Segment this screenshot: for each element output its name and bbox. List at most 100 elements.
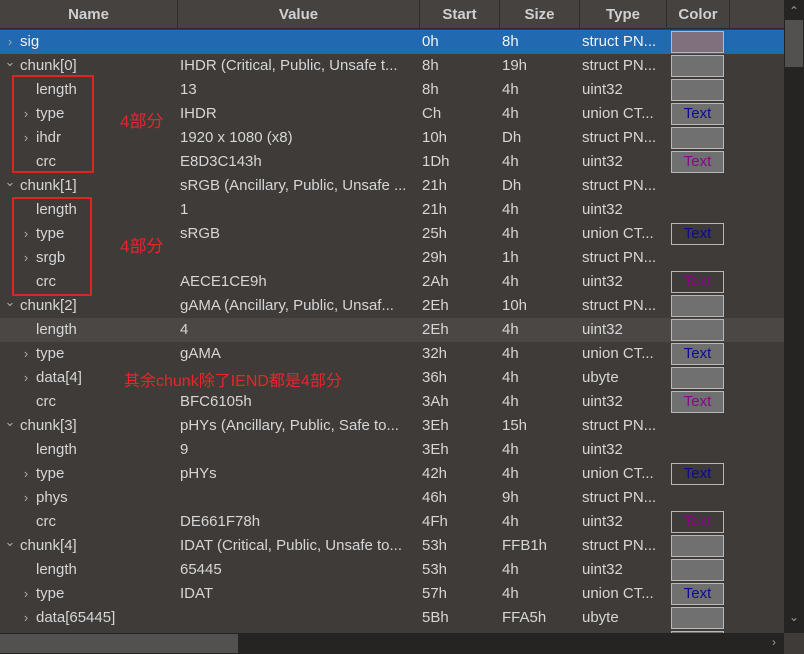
header-start[interactable]: Start: [420, 0, 500, 29]
color-swatch[interactable]: Text: [671, 151, 724, 173]
tree-row[interactable]: › phys 46h 9h struct PN...: [0, 486, 784, 510]
value-cell[interactable]: IDAT (Critical, Public, Unsafe to...: [180, 537, 403, 554]
color-cell[interactable]: [667, 558, 730, 582]
expand-chevron-icon[interactable]: ›: [23, 610, 29, 625]
expand-chevron-icon[interactable]: ›: [23, 370, 29, 385]
color-cell[interactable]: [667, 630, 730, 633]
color-swatch[interactable]: Text: [671, 463, 724, 485]
color-swatch[interactable]: [671, 631, 724, 633]
tree-row[interactable]: length 4 2Eh 4h uint32: [0, 318, 784, 342]
value-cell[interactable]: E8D3C143h: [180, 153, 262, 170]
header-type[interactable]: Type: [580, 0, 667, 29]
value-cell[interactable]: 9: [180, 441, 189, 458]
color-cell[interactable]: Text: [667, 102, 730, 126]
expand-chevron-icon[interactable]: ›: [23, 346, 29, 361]
color-cell[interactable]: [667, 126, 730, 150]
scroll-up-icon[interactable]: ⌃: [788, 4, 800, 18]
header-size[interactable]: Size: [500, 0, 580, 29]
color-cell[interactable]: [667, 198, 730, 222]
value-cell[interactable]: gAMA: [180, 345, 221, 362]
value-cell[interactable]: 65445: [180, 561, 222, 578]
color-swatch[interactable]: [671, 127, 724, 149]
expand-chevron-icon[interactable]: ›: [23, 226, 29, 241]
collapse-chevron-icon[interactable]: ⌄: [4, 534, 16, 549]
value-cell[interactable]: IHDR: [180, 105, 217, 122]
expand-chevron-icon[interactable]: ›: [23, 106, 29, 121]
tree-row[interactable]: crc E8D3C143h 1Dh 4h uint32 Text: [0, 150, 784, 174]
color-cell[interactable]: [667, 294, 730, 318]
tree-row[interactable]: › ihdr 1920 x 1080 (x8) 10h Dh struct PN...: [0, 126, 784, 150]
tree-row[interactable]: › type sRGB 25h 4h union CT... Text: [0, 222, 784, 246]
tree-row[interactable]: crc AECE1CE9h 2Ah 4h uint32 Text: [0, 270, 784, 294]
color-swatch[interactable]: [671, 535, 724, 557]
color-swatch[interactable]: [671, 55, 724, 77]
color-cell[interactable]: [667, 54, 730, 78]
color-cell[interactable]: [667, 366, 730, 390]
horizontal-scroll-thumb[interactable]: [0, 634, 238, 653]
color-cell[interactable]: Text: [667, 270, 730, 294]
color-cell[interactable]: Text: [667, 582, 730, 606]
tree-row[interactable]: › type gAMA 32h 4h union CT... Text: [0, 342, 784, 366]
expand-chevron-icon[interactable]: ›: [23, 250, 29, 265]
color-swatch[interactable]: [671, 367, 724, 389]
value-cell[interactable]: IHDR (Critical, Public, Unsafe t...: [180, 57, 398, 74]
color-cell[interactable]: [667, 30, 730, 54]
value-cell[interactable]: gAMA (Ancillary, Public, Unsaf...: [180, 297, 394, 314]
color-cell[interactable]: [667, 486, 730, 510]
color-cell[interactable]: Text: [667, 510, 730, 534]
collapse-chevron-icon[interactable]: ⌄: [4, 174, 16, 189]
color-swatch[interactable]: [671, 319, 724, 341]
color-swatch[interactable]: Text: [671, 511, 724, 533]
tree-row[interactable]: › type IHDR Ch 4h union CT... Text: [0, 102, 784, 126]
tree-row[interactable]: ⌄ chunk[1] sRGB (Ancillary, Public, Unsafe…: [0, 174, 784, 198]
tree-row[interactable]: › srgb 29h 1h struct PN...: [0, 246, 784, 270]
value-cell[interactable]: pHYs: [180, 465, 217, 482]
color-swatch[interactable]: [671, 79, 724, 101]
value-cell[interactable]: [178, 246, 420, 270]
tree-row[interactable]: length 1 21h 4h uint32: [0, 198, 784, 222]
color-cell[interactable]: [667, 318, 730, 342]
color-cell[interactable]: [667, 606, 730, 630]
value-cell[interactable]: [178, 30, 420, 54]
tree-row[interactable]: › type IDAT 57h 4h union CT... Text: [0, 582, 784, 606]
color-swatch[interactable]: [671, 295, 724, 317]
color-swatch[interactable]: [671, 559, 724, 581]
vertical-scroll-thumb[interactable]: [785, 20, 803, 67]
color-cell[interactable]: Text: [667, 342, 730, 366]
tree-row[interactable]: › data[4] 36h 4h ubyte: [0, 366, 784, 390]
expand-chevron-icon[interactable]: ›: [7, 34, 13, 49]
color-cell[interactable]: [667, 78, 730, 102]
color-swatch[interactable]: [671, 607, 724, 629]
tree-row[interactable]: length 9 3Eh 4h uint32: [0, 438, 784, 462]
tree-row[interactable]: › type pHYs 42h 4h union CT... Text: [0, 462, 784, 486]
value-cell[interactable]: IDAT: [180, 585, 214, 602]
tree-row[interactable]: › data[65445] 5Bh FFA5h ubyte: [0, 606, 784, 630]
tree-row[interactable]: › sig 0h 8h struct PN...: [0, 30, 784, 54]
value-cell[interactable]: [178, 606, 420, 630]
color-cell[interactable]: Text: [667, 390, 730, 414]
tree-row[interactable]: ⌄ chunk[0] IHDR (Critical, Public, Unsafe …: [0, 54, 784, 78]
header-value[interactable]: Value: [178, 0, 420, 29]
color-cell[interactable]: Text: [667, 462, 730, 486]
value-cell[interactable]: BFC6105h: [180, 393, 252, 410]
color-swatch[interactable]: Text: [671, 103, 724, 125]
expand-chevron-icon[interactable]: ›: [23, 490, 29, 505]
color-cell[interactable]: [667, 534, 730, 558]
color-cell[interactable]: Text: [667, 222, 730, 246]
value-cell[interactable]: pHYs (Ancillary, Public, Safe to...: [180, 417, 399, 434]
color-swatch[interactable]: Text: [671, 223, 724, 245]
color-cell[interactable]: [667, 174, 730, 198]
collapse-chevron-icon[interactable]: ⌄: [4, 294, 16, 309]
scroll-right-icon[interactable]: ›: [772, 635, 776, 649]
tree-row[interactable]: length 65445 53h 4h uint32: [0, 558, 784, 582]
value-cell[interactable]: 1: [180, 201, 189, 218]
tree-row[interactable]: [0, 630, 784, 633]
tree-row[interactable]: ⌄ chunk[4] IDAT (Critical, Public, Unsafe …: [0, 534, 784, 558]
color-cell[interactable]: [667, 414, 730, 438]
color-swatch[interactable]: [671, 31, 724, 53]
expand-chevron-icon[interactable]: ›: [23, 586, 29, 601]
template-results-tree[interactable]: › sig 0h 8h struct PN... ⌄ chunk[0] IHDR (Criti…: [0, 30, 784, 633]
tree-row[interactable]: ⌄ chunk[2] gAMA (Ancillary, Public, Unsaf.…: [0, 294, 784, 318]
color-swatch[interactable]: Text: [671, 343, 724, 365]
scroll-down-icon[interactable]: ⌄: [788, 610, 800, 624]
